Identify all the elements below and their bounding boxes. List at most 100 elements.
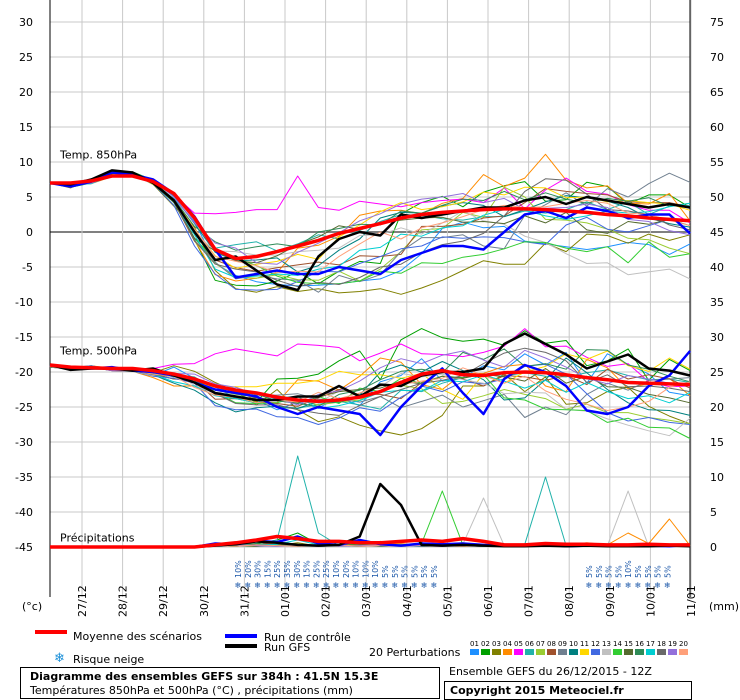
date-tick-label: 07/01 bbox=[523, 585, 536, 617]
snow-flake-icon: ❄ bbox=[654, 581, 661, 590]
right-tick-label: 30 bbox=[710, 331, 724, 344]
right-tick-label: 20 bbox=[710, 401, 724, 414]
snow-flake-icon: ❄ bbox=[605, 581, 612, 590]
date-tick-label: 01/01 bbox=[279, 585, 292, 617]
series-05-t500 bbox=[49, 328, 691, 388]
footer-copyright: Copyright 2015 Meteociel.fr bbox=[450, 684, 624, 697]
left-tick-label: -20 bbox=[15, 366, 33, 379]
pert-key-13: 13 bbox=[601, 640, 612, 658]
pert-key-number: 08 bbox=[547, 640, 556, 648]
footer-title: Diagramme des ensembles GEFS sur 384h : … bbox=[30, 670, 379, 683]
pert-key-number: 01 bbox=[470, 640, 479, 648]
snow-flake-icon: ❄ bbox=[264, 581, 271, 590]
snow-risk-band: ❄10%❄20%❄30%❄15%❄25%❄35%❄30%❄15%❄25%❄25%… bbox=[234, 560, 672, 590]
panel-label-t850: Temp. 850hPa bbox=[59, 149, 137, 162]
right-tick-label: 45 bbox=[710, 226, 724, 239]
left-tick-label: -25 bbox=[15, 401, 33, 414]
snow-pct-label-a: 5% bbox=[381, 565, 390, 578]
pert-key-swatch bbox=[591, 649, 600, 655]
snow-pct-label-a: 5% bbox=[430, 565, 439, 578]
snow-pct-label-a: 15% bbox=[263, 560, 272, 578]
date-tick-label: 04/01 bbox=[401, 585, 414, 617]
snow-flake-icon: ❄ bbox=[664, 581, 671, 590]
right-tick-label: 75 bbox=[710, 16, 724, 29]
footer-run: Ensemble GEFS du 26/12/2015 - 12Z bbox=[449, 665, 652, 678]
date-tick-label: 06/01 bbox=[482, 585, 495, 617]
left-tick-label: 15 bbox=[19, 121, 33, 134]
pert-key-swatch bbox=[657, 649, 666, 655]
pert-key-swatch bbox=[635, 649, 644, 655]
right-tick-label: 40 bbox=[710, 261, 724, 274]
date-tick-label: 31/12 bbox=[238, 585, 251, 617]
left-unit-label: (°c) bbox=[22, 600, 42, 613]
pert-key-number: 15 bbox=[624, 640, 633, 648]
left-tick-label: 20 bbox=[19, 86, 33, 99]
pert-key-swatch bbox=[613, 649, 622, 655]
series-gfs-t850 bbox=[49, 169, 691, 292]
pert-key-swatch bbox=[668, 649, 677, 655]
snow-flake-icon: ❄ bbox=[313, 581, 320, 590]
plot-background bbox=[50, 0, 690, 597]
snow-flake-icon: ❄ bbox=[421, 581, 428, 590]
snow-pct-label-a: 10% bbox=[371, 560, 380, 578]
snow-flake-icon: ❄ bbox=[254, 581, 261, 590]
pert-key-number: 05 bbox=[514, 640, 523, 648]
right-tick-label: 50 bbox=[710, 191, 724, 204]
pert-key-swatch bbox=[492, 649, 501, 655]
pert-key-swatch bbox=[470, 649, 479, 655]
pert-key-swatch bbox=[547, 649, 556, 655]
date-tick-label: 09/01 bbox=[604, 585, 617, 617]
pert-key-04: 04 bbox=[502, 640, 513, 658]
pert-key-number: 03 bbox=[492, 640, 501, 648]
pert-key-swatch bbox=[481, 649, 490, 655]
series-mean-t500 bbox=[49, 363, 691, 404]
snow-pct-label-a: 5% bbox=[410, 565, 419, 578]
snow-pct-label-b: 5% bbox=[654, 565, 663, 578]
pert-key-swatch bbox=[525, 649, 534, 655]
panel-label-t500: Temp. 500hPa bbox=[59, 345, 137, 358]
date-tick-label: 03/01 bbox=[360, 585, 373, 617]
pert-key-07: 07 bbox=[535, 640, 546, 658]
snow-pct-label-a: 15% bbox=[303, 560, 312, 578]
left-tick-label: 25 bbox=[19, 51, 33, 64]
pert-key-18: 18 bbox=[656, 640, 667, 658]
right-tick-label: 5 bbox=[710, 506, 717, 519]
pert-key-14: 14 bbox=[612, 640, 623, 658]
snow-flake-icon: ❄ bbox=[284, 581, 291, 590]
left-tick-label: -15 bbox=[15, 331, 33, 344]
snow-icon: ❄ bbox=[54, 651, 65, 666]
pert-key-swatch bbox=[569, 649, 578, 655]
date-tick-label: 05/01 bbox=[441, 585, 454, 617]
right-tick-label: 35 bbox=[710, 296, 724, 309]
snow-pct-label-a: 10% bbox=[234, 560, 243, 578]
footer-copyright-box: Copyright 2015 Meteociel.fr bbox=[444, 681, 692, 700]
left-tick-label: -45 bbox=[15, 541, 33, 554]
panel-label-precip: Précipitations bbox=[60, 531, 135, 544]
pert-key-number: 07 bbox=[536, 640, 545, 648]
pert-key-number: 16 bbox=[635, 640, 644, 648]
footer-title-box: Diagramme des ensembles GEFS sur 384h : … bbox=[20, 667, 440, 699]
left-tick-label: 30 bbox=[19, 16, 33, 29]
snow-flake-icon: ❄ bbox=[352, 581, 359, 590]
pert-key-16: 16 bbox=[634, 640, 645, 658]
snow-flake-icon: ❄ bbox=[323, 581, 330, 590]
legend-perturbations-label: 20 Perturbations bbox=[369, 646, 461, 659]
snow-flake-icon: ❄ bbox=[293, 581, 300, 590]
date-tick-label: 30/12 bbox=[198, 585, 211, 617]
date-tick-label: 29/12 bbox=[157, 585, 170, 617]
left-tick-label: -5 bbox=[22, 261, 33, 274]
snow-pct-label-b: 5% bbox=[595, 565, 604, 578]
snow-flake-icon: ❄ bbox=[342, 581, 349, 590]
pert-key-02: 02 bbox=[480, 640, 491, 658]
snow-flake-icon: ❄ bbox=[431, 581, 438, 590]
snow-flake-icon: ❄ bbox=[401, 581, 408, 590]
legend-control-label: Run de contrôle bbox=[264, 631, 351, 644]
snow-pct-label-a: 20% bbox=[244, 560, 253, 578]
right-tick-label: 70 bbox=[710, 51, 724, 64]
pert-key-20: 20 bbox=[678, 640, 689, 658]
legend-gfs-swatch bbox=[225, 644, 257, 648]
pert-key-17: 17 bbox=[645, 640, 656, 658]
snow-flake-icon: ❄ bbox=[635, 581, 642, 590]
